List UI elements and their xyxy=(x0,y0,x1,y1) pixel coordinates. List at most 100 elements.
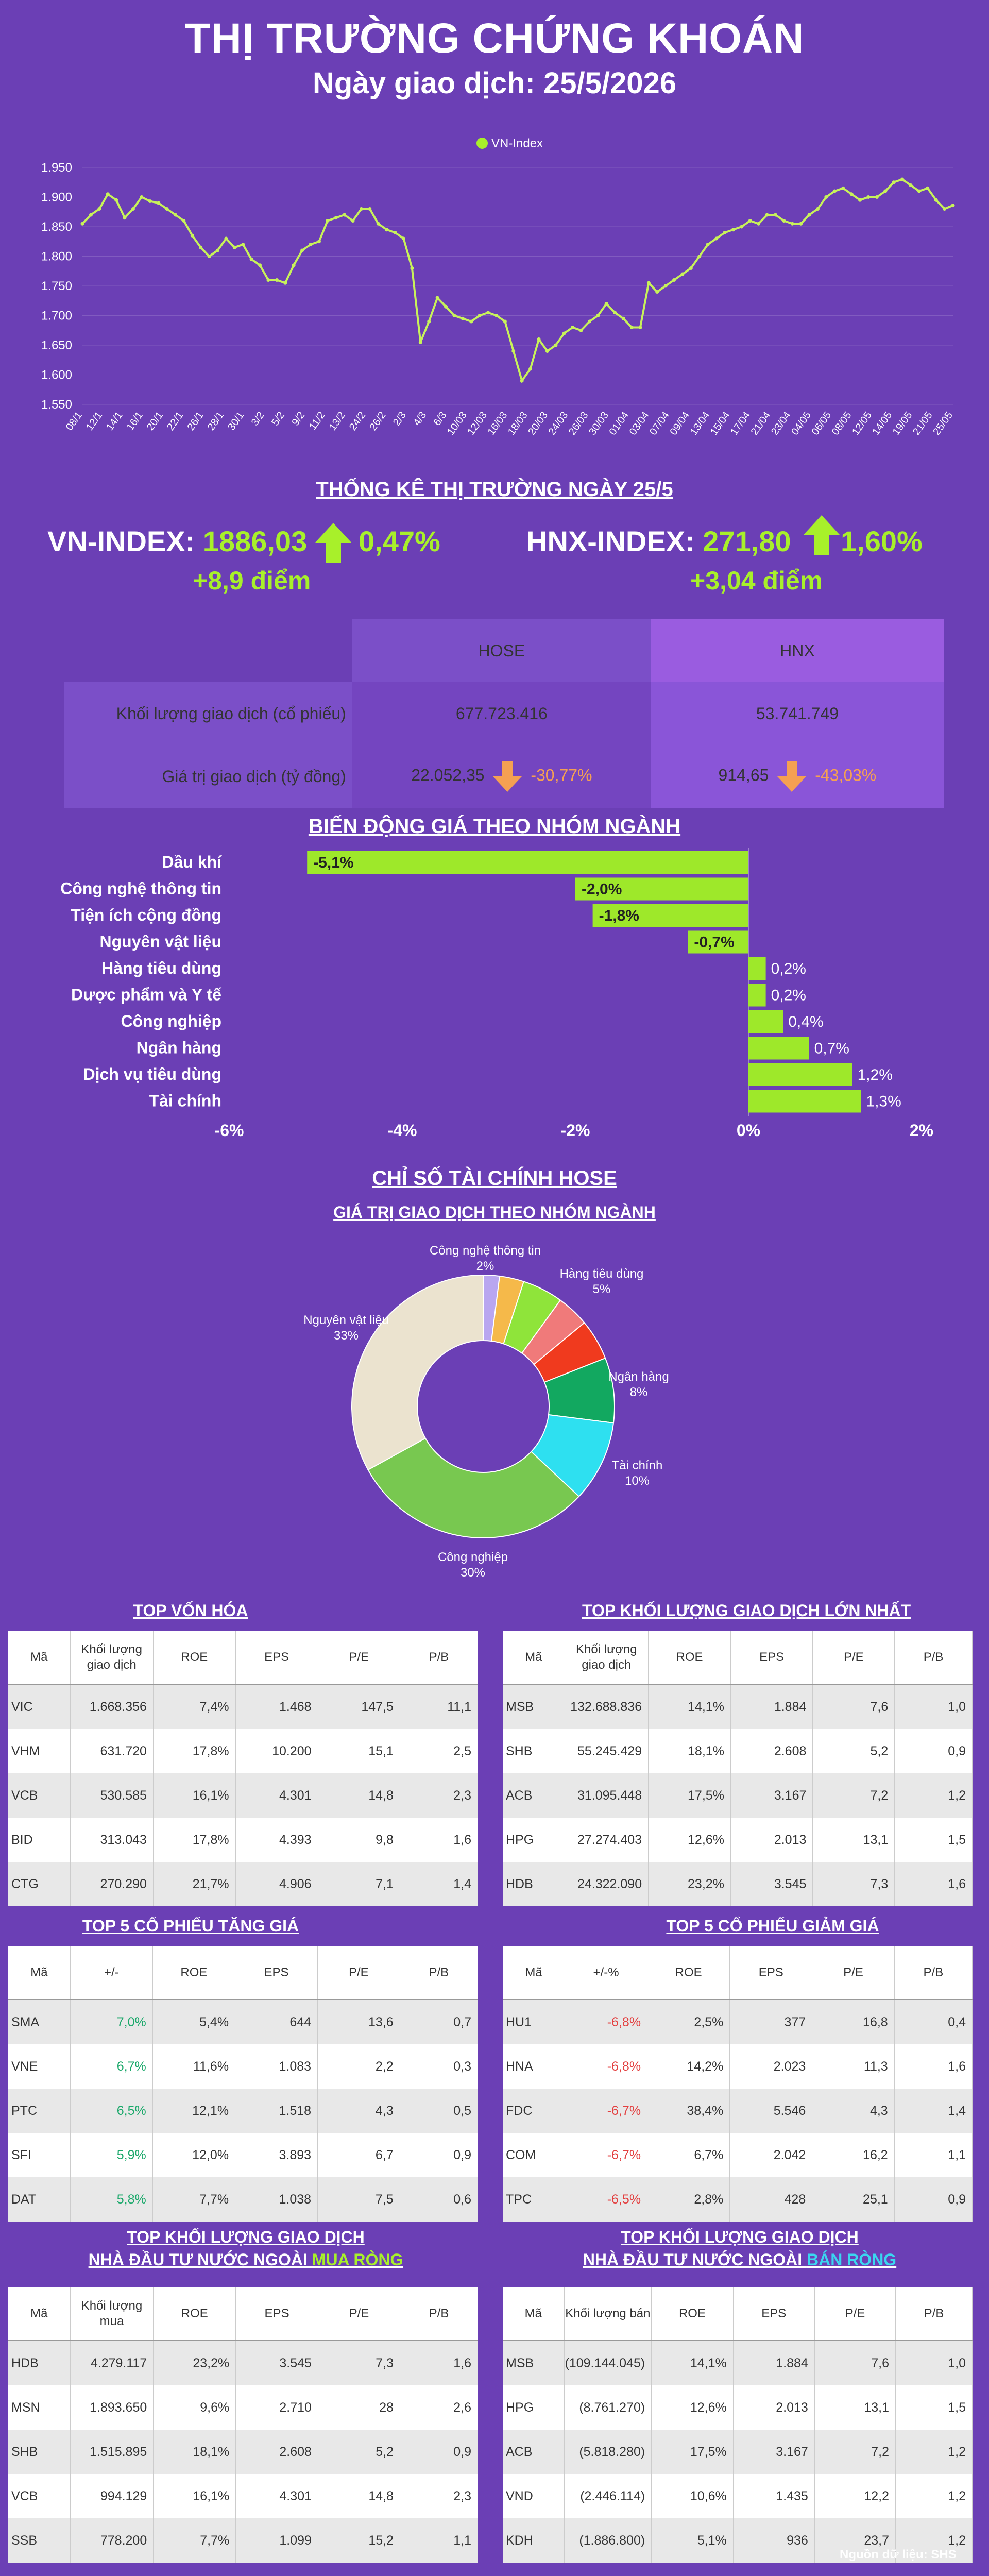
x-tick-label: 9/2 xyxy=(289,410,307,428)
table-row: VCB 530.585 16,1% 4.301 14,8 2,3 xyxy=(8,1773,479,1818)
table-row: HDB 24.322.090 23,2% 3.545 7,3 1,6 xyxy=(503,1862,973,1906)
page-title: THỊ TRƯỜNG CHỨNG KHOÁN xyxy=(184,15,805,62)
value-cell: 12,6% xyxy=(651,2385,734,2430)
value-cell: 4.393 xyxy=(235,1818,318,1862)
ticker-cell: VND xyxy=(503,2474,565,2518)
table-row: TPC -6,5% 2,8% 428 25,1 0,9 xyxy=(503,2177,973,2222)
vnindex-point xyxy=(579,328,583,332)
value-cell: 0,9 xyxy=(894,2177,973,2222)
value-cell: 9,8 xyxy=(318,1818,400,1862)
pie-subtitle: GIÁ TRỊ GIAO DỊCH THEO NHÓM NGÀNH xyxy=(333,1203,656,1222)
value-cell: 14,1% xyxy=(648,1684,731,1729)
vnindex-point xyxy=(613,311,617,315)
column-header: ROE xyxy=(648,1631,731,1685)
sector-category-label: Công nghiệp xyxy=(121,1012,221,1030)
value-cell: 7,2 xyxy=(814,2430,896,2474)
value-cell: 3.545 xyxy=(235,2341,318,2385)
x-tick-label: 20/03 xyxy=(526,410,550,437)
vnindex-point xyxy=(672,278,676,282)
value-cell: (8.761.270) xyxy=(564,2385,652,2430)
value-cell: 6,7% xyxy=(647,2133,730,2177)
pie-slice-pct: 8% xyxy=(630,1385,648,1399)
table-row: VCB 994.129 16,1% 4.301 14,8 2,3 xyxy=(8,2474,478,2518)
value-cell: 14,8 xyxy=(318,2474,401,2518)
vnindex-point xyxy=(824,195,828,199)
vnindex-point xyxy=(309,243,313,246)
x-tick-label: 20/1 xyxy=(145,410,165,433)
value-cell: 1,4 xyxy=(400,1862,479,1906)
value-cell: 270.290 xyxy=(70,1862,154,1906)
vnindex-point xyxy=(486,311,490,315)
vnindex-point xyxy=(765,213,769,217)
vnindex-point xyxy=(224,236,228,241)
value-cell: -6,7% xyxy=(565,2133,648,2177)
value-cell: 23,2% xyxy=(648,1862,731,1906)
foreign-net-buy-table: Mã Khối lượng mua ROE EPS P/E P/B HDB 4.279.117… xyxy=(8,2287,478,2563)
value-cell: 994.129 xyxy=(70,2474,154,2518)
value-cell: 1.083 xyxy=(235,2044,318,2089)
vnindex-point xyxy=(571,326,575,329)
vnindex-point xyxy=(368,207,372,211)
table-row: SHB 55.245.429 18,1% 2.608 5,2 0,9 xyxy=(503,1729,973,1773)
column-header: Mã xyxy=(8,2287,71,2341)
vnindex-point xyxy=(249,257,253,261)
vnindex-point xyxy=(427,319,431,324)
value-cell: 14,8 xyxy=(318,1773,400,1818)
hnx-value-pct: -43,03% xyxy=(815,766,877,785)
ticker-cell: HDB xyxy=(8,2341,71,2385)
x-tick-label: 07/04 xyxy=(647,410,672,437)
value-cell: 1,6 xyxy=(400,2341,478,2385)
value-cell: 1.515.895 xyxy=(70,2430,154,2474)
table-row: HNA -6,8% 14,2% 2.023 11,3 1,6 xyxy=(503,2044,973,2089)
vnindex-point xyxy=(689,266,693,270)
vnindex-point xyxy=(706,243,710,246)
x-tick-label: 08/05 xyxy=(830,410,854,437)
column-header: ROE xyxy=(153,1631,236,1685)
value-cell: 0,9 xyxy=(400,2133,479,2177)
vnindex-point xyxy=(461,316,465,320)
value-cell: 1.099 xyxy=(235,2518,318,2563)
column-header: P/E xyxy=(317,1946,400,2000)
value-cell: 4,3 xyxy=(317,2089,400,2133)
ticker-cell: VCB xyxy=(8,2474,71,2518)
vnindex-point xyxy=(418,340,422,344)
x-tick-label: 25/05 xyxy=(931,410,955,437)
ticker-cell: VHM xyxy=(8,1729,71,1773)
vnindex-point xyxy=(875,195,879,199)
vnindex-point xyxy=(80,222,84,226)
x-tick-label: 28/1 xyxy=(206,410,226,433)
vnindex-point xyxy=(241,243,245,246)
value-cell: 13,1 xyxy=(812,1818,895,1862)
value-cell: 18,1% xyxy=(648,1729,731,1773)
value-cell: 5,2 xyxy=(318,2430,401,2474)
x-tick-label: 30/03 xyxy=(587,410,611,437)
value-cell: 7,6 xyxy=(812,1684,895,1729)
x-tick-label: 12/05 xyxy=(850,410,874,437)
vnindex-point xyxy=(292,263,296,267)
value-cell: 3.545 xyxy=(730,1862,813,1906)
sector-bar xyxy=(748,1037,809,1060)
vnindex-point xyxy=(807,213,811,217)
value-cell: 5,9% xyxy=(70,2133,153,2177)
vnindex-point xyxy=(157,201,161,205)
value-cell: 2,5 xyxy=(400,1729,479,1773)
vnindex-point xyxy=(926,186,930,190)
vnindex-point xyxy=(131,207,135,211)
value-cell: 3.167 xyxy=(730,1773,813,1818)
vnindex-point xyxy=(537,337,541,341)
y-tick-label: 1.650 xyxy=(41,338,72,352)
value-cell: 1,2 xyxy=(895,2430,973,2474)
vnindex-point xyxy=(410,266,414,270)
table-row: KDH (1.886.800) 5,1% 936 23,7 1,2 xyxy=(503,2518,973,2563)
ticker-cell: BID xyxy=(8,1818,71,1862)
column-header: Khối lượng giao dịch xyxy=(70,1631,154,1685)
value-cell: 9,6% xyxy=(153,2385,236,2430)
value-cell: 7,3 xyxy=(318,2341,401,2385)
pie-slice-label: Hàng tiêu dùng xyxy=(560,1267,644,1281)
x-tick-label: 10/03 xyxy=(445,410,469,437)
x-tick-label: 12/1 xyxy=(84,410,105,433)
value-cell: 28 xyxy=(318,2385,401,2430)
ticker-cell: HPG xyxy=(503,2385,565,2430)
table-row: VIC 1.668.356 7,4% 1.468 147,5 11,1 xyxy=(8,1684,479,1729)
sector-data-label: 0,4% xyxy=(788,1013,823,1030)
